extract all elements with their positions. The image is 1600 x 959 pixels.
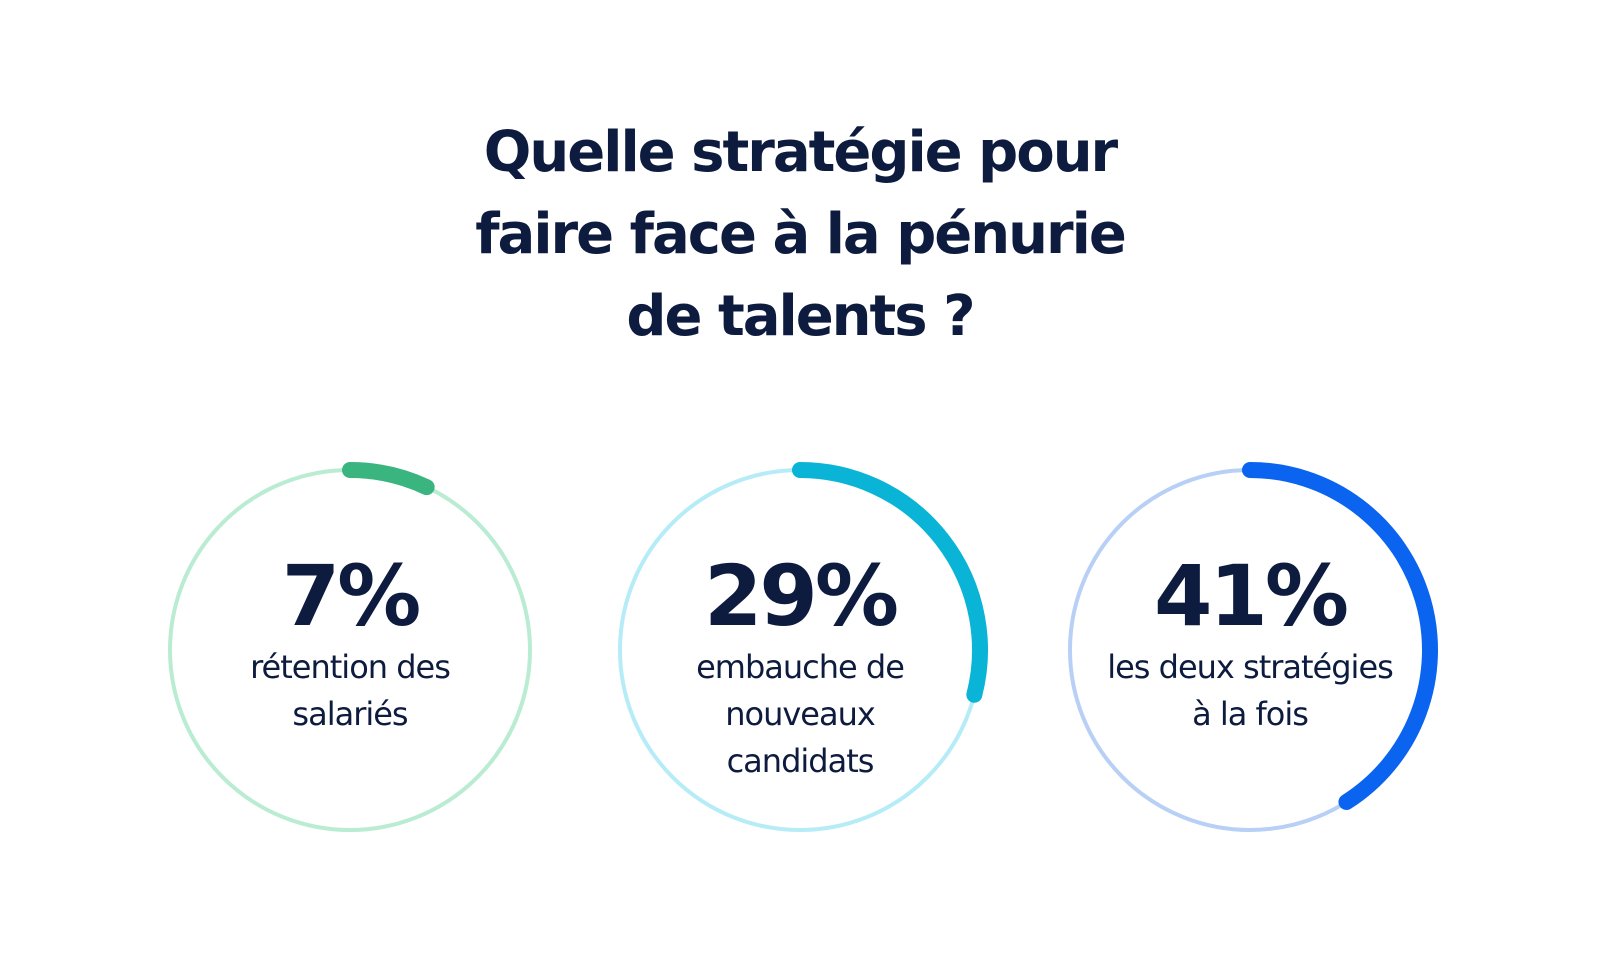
stat-label-retention: rétention des salariés	[180, 644, 520, 738]
title-line-3: de talents ?	[626, 284, 975, 349]
stat-label-line: nouveaux	[725, 695, 876, 733]
stat-label-line: les deux stratégies	[1107, 648, 1394, 686]
stat-label-line: candidats	[726, 742, 875, 780]
ring-progress-hiring	[792, 462, 988, 703]
chart-title: Quelle stratégie pour faire face à la pé…	[0, 112, 1600, 358]
stat-label-line: à la fois	[1192, 695, 1309, 733]
stat-retention: 7% rétention des salariés	[180, 548, 520, 738]
stat-label-line: embauche de	[696, 648, 905, 686]
stat-value-retention: 7%	[281, 547, 422, 645]
stat-label-both: les deux stratégies à la fois	[1080, 644, 1420, 738]
ring-progress-both	[1242, 462, 1438, 810]
stat-both: 41% les deux stratégies à la fois	[1080, 548, 1420, 738]
stat-label-line: rétention des	[250, 648, 451, 686]
stat-label-hiring: embauche de nouveaux candidats	[630, 644, 970, 785]
stat-value-both: 41%	[1153, 547, 1349, 645]
stat-value-hiring: 29%	[703, 547, 899, 645]
stat-hiring: 29% embauche de nouveaux candidats	[630, 548, 970, 785]
title-line-2: faire face à la pénurie	[475, 202, 1127, 267]
stat-label-line: salariés	[292, 695, 408, 733]
ring-progress-retention	[342, 462, 435, 496]
title-line-1: Quelle stratégie pour	[483, 120, 1118, 185]
